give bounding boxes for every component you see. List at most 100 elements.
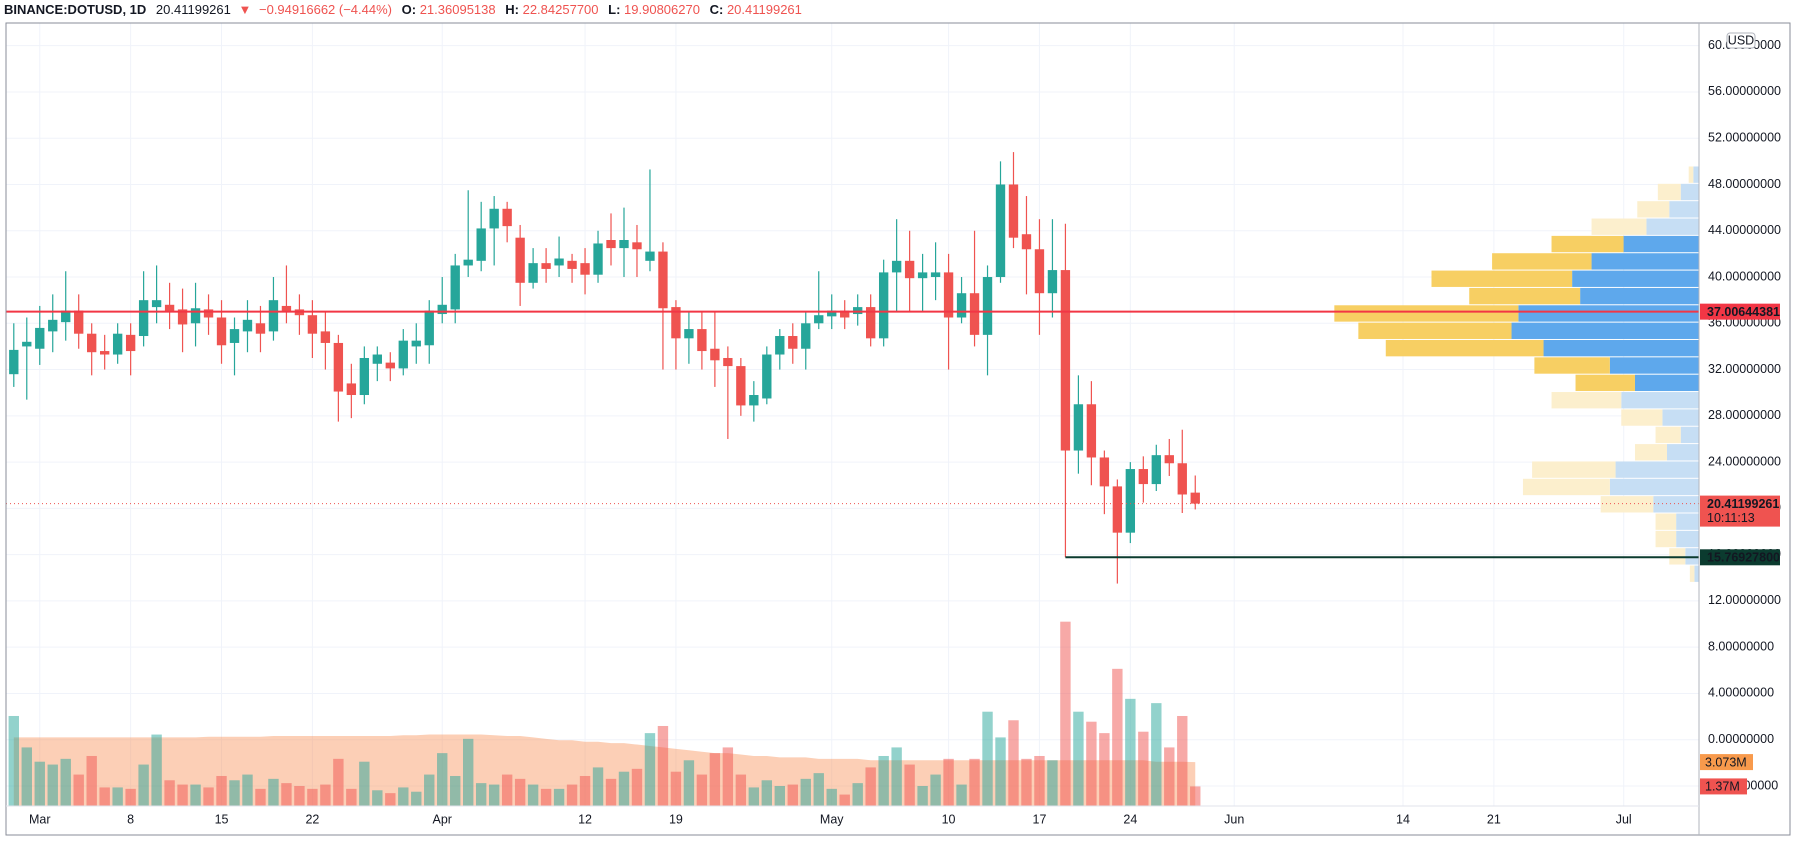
candle-body xyxy=(580,263,590,275)
profile-blue xyxy=(1680,426,1699,444)
currency: USD xyxy=(1728,33,1754,47)
profile-blue xyxy=(1543,339,1699,357)
candle-body xyxy=(775,336,785,355)
volume-bar xyxy=(320,784,331,806)
y-tick-label: 32.00000000 xyxy=(1708,362,1781,376)
profile-yellow xyxy=(1689,565,1695,582)
y-tick-label: 48.00000000 xyxy=(1708,177,1781,191)
volume-bar xyxy=(1034,755,1045,806)
y-tick-label: 52.00000000 xyxy=(1708,131,1781,145)
candle-body xyxy=(1151,455,1161,485)
volume-bar xyxy=(73,774,84,806)
candle-body xyxy=(606,240,616,249)
candle-body xyxy=(164,304,175,312)
profile-yellow xyxy=(1655,426,1681,444)
volume-bar xyxy=(151,734,162,806)
volume-label: 1.37M xyxy=(1705,780,1740,794)
candle-body xyxy=(216,317,227,346)
volume-bar xyxy=(683,760,695,806)
last-price-label: 20.41199261 xyxy=(1707,497,1779,511)
volume-bar xyxy=(372,790,383,806)
volume-bar xyxy=(696,774,708,806)
profile-blue xyxy=(1609,357,1699,374)
volume-bar xyxy=(99,787,110,806)
profile-blue xyxy=(1518,305,1699,322)
y-tick-label: 40.00000000 xyxy=(1708,269,1781,283)
profile-yellow xyxy=(1591,218,1647,235)
x-tick-label: Apr xyxy=(433,812,452,826)
profile-yellow xyxy=(1637,201,1670,218)
candle-body xyxy=(840,310,850,318)
candle-body xyxy=(710,348,720,361)
volume-bar xyxy=(787,784,798,806)
volume-bar xyxy=(904,764,915,806)
volume-bar xyxy=(501,774,513,806)
volume-bar xyxy=(177,784,188,806)
x-tick-label: 12 xyxy=(578,812,592,826)
profile-blue xyxy=(1634,374,1699,392)
candle-body xyxy=(866,307,876,339)
profile-blue xyxy=(1623,235,1699,253)
volume-bar xyxy=(540,788,552,806)
last-price: 20.41199261 xyxy=(156,2,231,17)
profile-blue xyxy=(1662,409,1699,426)
volume-bar xyxy=(865,767,876,806)
profile-yellow xyxy=(1551,392,1622,409)
profile-yellow xyxy=(1534,357,1610,374)
volume-bar xyxy=(359,761,370,806)
candle-body xyxy=(372,354,382,364)
profile-blue xyxy=(1615,461,1699,478)
candle-body xyxy=(1086,404,1097,458)
candle-body xyxy=(853,307,863,315)
candle-body xyxy=(48,319,58,332)
volume-bar xyxy=(1073,711,1084,806)
candle-body xyxy=(489,208,499,229)
profile-yellow xyxy=(1655,513,1677,530)
volume-bar xyxy=(553,788,565,806)
profile-blue xyxy=(1653,496,1699,513)
candle-body xyxy=(982,277,993,335)
x-tick-label: 22 xyxy=(305,812,319,826)
candle-body xyxy=(74,310,84,334)
volume-bar xyxy=(605,778,617,806)
volume-bar xyxy=(618,771,630,806)
volume-bar xyxy=(982,711,993,806)
volume-bar xyxy=(411,791,422,806)
candle-body xyxy=(956,293,967,318)
volume-bar xyxy=(592,767,604,806)
candle-body xyxy=(242,319,253,332)
candle-body xyxy=(878,272,889,339)
volume-bar xyxy=(943,758,954,806)
candle-body xyxy=(346,383,357,396)
candle-body xyxy=(1073,404,1084,451)
volume-bar xyxy=(748,787,760,806)
profile-yellow xyxy=(1358,322,1512,339)
volume-bar xyxy=(190,784,201,806)
high-value: 22.84257700 xyxy=(523,2,599,17)
candle-body xyxy=(554,258,564,266)
volume-bar xyxy=(34,761,45,806)
volume-bar xyxy=(463,738,474,806)
profile-blue xyxy=(1676,513,1699,530)
plot-area xyxy=(6,23,1699,806)
x-tick-label: 8 xyxy=(127,812,134,826)
candle-body xyxy=(333,342,344,392)
low-value: 19.90806270 xyxy=(624,2,700,17)
profile-yellow xyxy=(1655,530,1677,548)
volume-bar xyxy=(385,793,396,806)
volume-bar xyxy=(644,733,656,806)
candle-body xyxy=(814,315,824,324)
profile-blue xyxy=(1511,322,1699,339)
symbol: BINANCE:DOTUSD, 1D xyxy=(4,2,146,17)
candle-body xyxy=(515,237,525,283)
candle-body xyxy=(151,300,162,308)
volume-bar xyxy=(488,784,500,806)
volume-bar xyxy=(631,768,643,806)
volume-bar xyxy=(112,787,123,806)
open-value: 21.36095138 xyxy=(420,2,496,17)
profile-blue xyxy=(1580,287,1699,305)
profile-yellow xyxy=(1492,253,1592,270)
candle-body xyxy=(917,272,928,279)
y-tick-label: 0.00000000 xyxy=(1708,732,1774,746)
